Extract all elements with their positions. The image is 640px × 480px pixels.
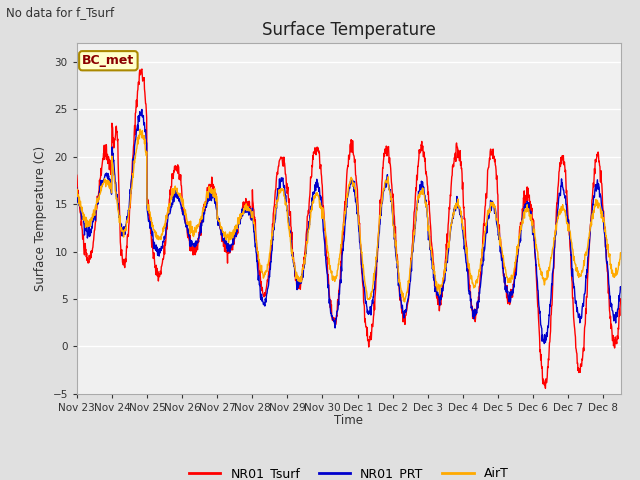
AirT — [136, 126, 144, 132]
NR01_PRT — [230, 236, 238, 241]
AirT — [485, 210, 493, 216]
NR01_Tsurf — [546, 340, 554, 346]
NR01_Tsurf — [171, 163, 179, 169]
NR01_PRT — [171, 193, 179, 199]
NR01_PRT — [73, 185, 81, 191]
Title: Surface Temperature: Surface Temperature — [262, 21, 436, 39]
Legend: NR01_Tsurf, NR01_PRT, AirT: NR01_Tsurf, NR01_PRT, AirT — [184, 462, 513, 480]
NR01_Tsurf — [280, 163, 287, 169]
NR01_Tsurf — [181, 216, 189, 222]
NR01_PRT — [138, 107, 146, 112]
AirT — [546, 268, 554, 274]
NR01_PRT — [181, 220, 189, 226]
AirT — [73, 192, 81, 197]
AirT — [171, 186, 179, 192]
NR01_Tsurf — [541, 385, 549, 391]
AirT — [181, 208, 189, 214]
AirT — [280, 186, 287, 192]
NR01_Tsurf — [230, 240, 238, 246]
Line: AirT: AirT — [77, 129, 621, 302]
X-axis label: Time: Time — [334, 414, 364, 427]
NR01_PRT — [617, 287, 625, 292]
NR01_PRT — [280, 183, 287, 189]
AirT — [617, 250, 625, 256]
NR01_PRT — [546, 312, 554, 318]
NR01_Tsurf — [138, 66, 146, 72]
AirT — [401, 299, 408, 305]
Y-axis label: Surface Temperature (C): Surface Temperature (C) — [34, 146, 47, 291]
AirT — [230, 229, 238, 235]
Text: BC_met: BC_met — [82, 54, 134, 67]
NR01_Tsurf — [617, 296, 625, 301]
NR01_Tsurf — [73, 172, 81, 178]
Text: No data for f_Tsurf: No data for f_Tsurf — [6, 6, 114, 19]
NR01_PRT — [485, 216, 493, 221]
NR01_Tsurf — [485, 165, 493, 170]
NR01_PRT — [541, 341, 548, 347]
Line: NR01_Tsurf: NR01_Tsurf — [77, 69, 621, 388]
Line: NR01_PRT: NR01_PRT — [77, 109, 621, 344]
